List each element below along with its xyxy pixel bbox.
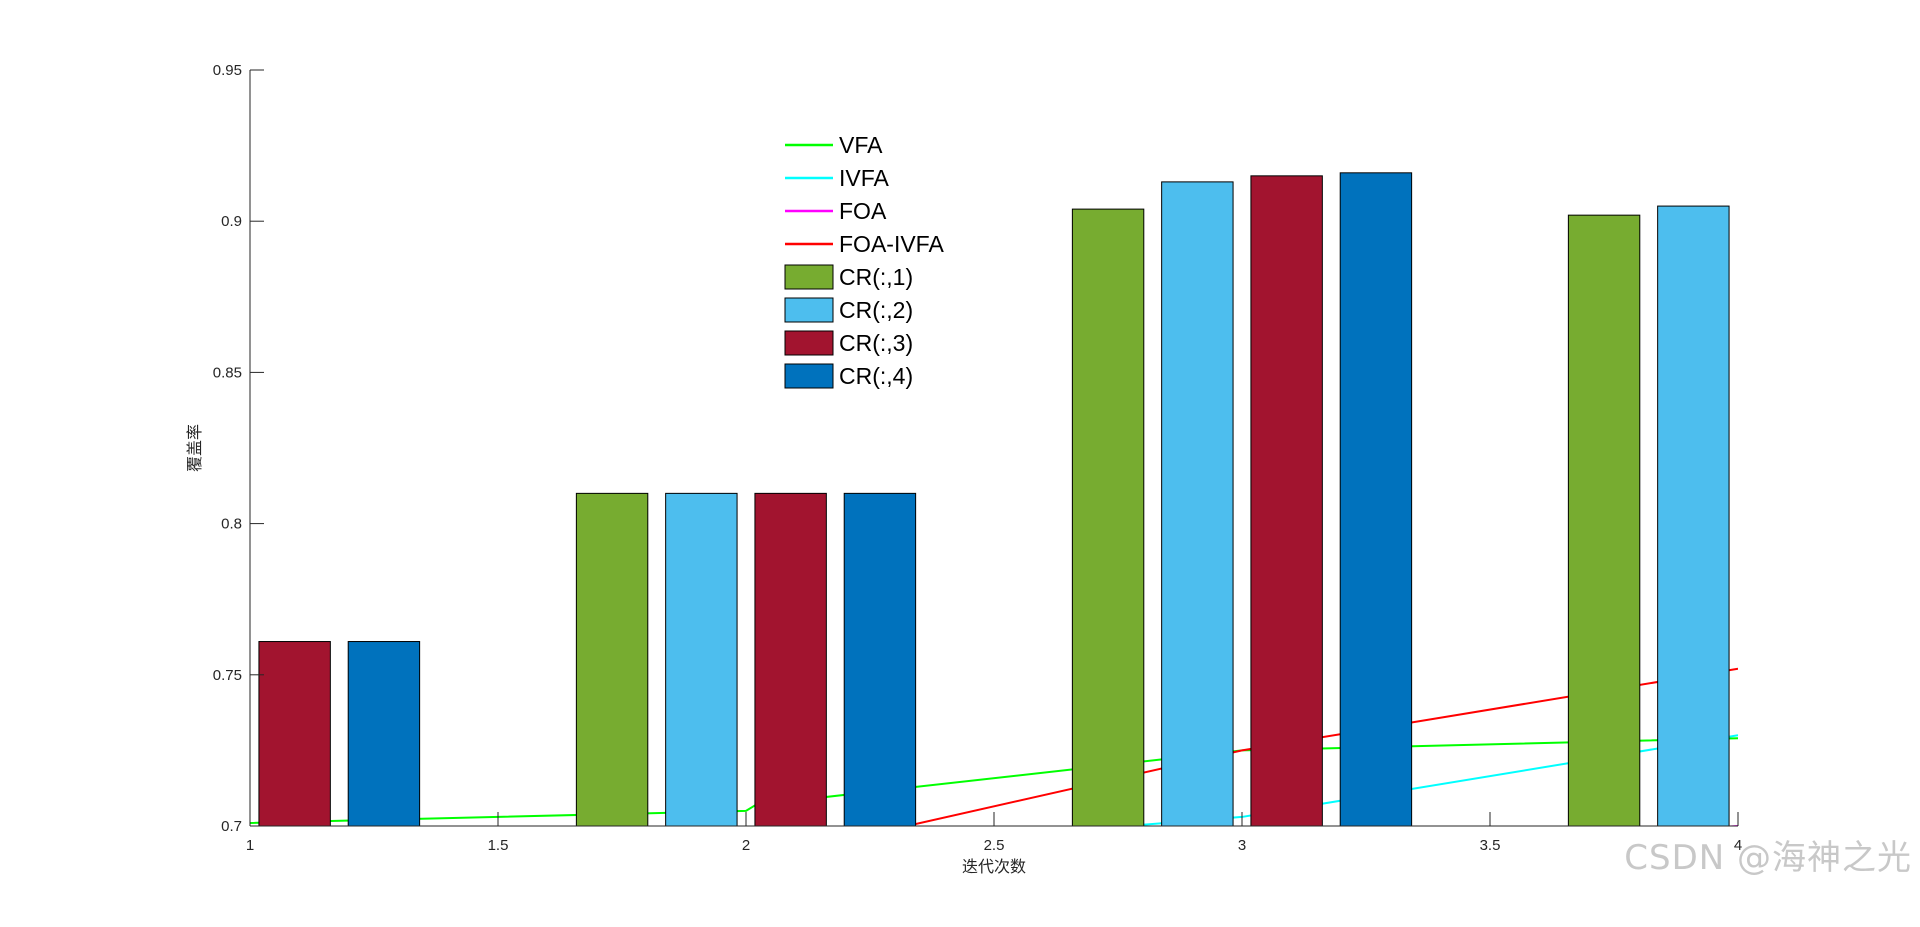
bar-series3-x3 — [1250, 175, 1323, 827]
bar-series1-x4 — [1567, 214, 1641, 827]
bar-series1-x2 — [575, 492, 649, 827]
bar-series4-x2 — [843, 492, 917, 827]
bar-series-group — [258, 172, 1730, 827]
legend-label-cr-3: CR(:,3) — [839, 330, 913, 356]
line-vfa — [250, 737, 1738, 824]
axes: 1 1.5 2 2.5 3 3.5 4 0.7 0.75 0.8 0.85 0.9 0.95 — [213, 62, 1742, 854]
x-tick-label: 2 — [742, 837, 750, 854]
bar-series2-x2 — [665, 492, 738, 827]
line-ivfa — [1114, 734, 1738, 826]
x-tick-label: 1.5 — [488, 837, 509, 854]
x-tick-label: 4 — [1734, 837, 1742, 854]
bar-series4-x3 — [1339, 172, 1413, 827]
legend-swatch-cr-1 — [784, 264, 834, 290]
bar-series3-x2 — [754, 492, 827, 827]
bar-series2-x3 — [1161, 181, 1234, 827]
legend-label-foa-ivfa: FOA-IVFA — [839, 231, 944, 257]
x-tick-label: 2.5 — [984, 837, 1005, 854]
legend-label-cr-2: CR(:,2) — [839, 297, 913, 323]
legend-swatch-cr-3 — [784, 330, 834, 356]
legend-swatch-cr-2 — [784, 297, 834, 323]
bar-series4-x1 — [347, 641, 421, 827]
bar-series1-x3 — [1071, 208, 1145, 827]
y-tick-label: 0.8 — [221, 516, 242, 533]
line-foa-ivfa — [902, 667, 1738, 826]
watermark: CSDN @海神之光 — [1624, 838, 1912, 878]
legend-label-cr-4: CR(:,4) — [839, 363, 913, 389]
legend-label-foa: FOA — [839, 198, 887, 224]
bar-series3-x1 — [258, 641, 331, 827]
x-axis-label: 迭代次数 — [962, 857, 1026, 876]
legend-swatch-cr-4 — [784, 363, 834, 389]
legend-label-vfa: VFA — [839, 132, 883, 158]
y-tick-label: 0.9 — [221, 213, 242, 230]
y-tick-label: 0.85 — [213, 364, 242, 381]
x-tick-label: 3 — [1238, 837, 1246, 854]
y-tick-label: 0.7 — [221, 818, 242, 835]
legend: VFA IVFA FOA FOA-IVFA CR(:,1) CR(:,2) CR(:,3) C… — [784, 132, 944, 389]
x-tick-label: 3.5 — [1480, 837, 1501, 854]
x-tick-label: 1 — [246, 837, 254, 854]
bar-series2-x4 — [1657, 205, 1730, 827]
y-axis-label: 覆盖率 — [185, 424, 204, 472]
y-tick-label: 0.95 — [213, 62, 242, 79]
legend-label-cr-1: CR(:,1) — [839, 264, 913, 290]
legend-label-ivfa: IVFA — [839, 165, 890, 191]
y-tick-label: 0.75 — [213, 667, 242, 684]
